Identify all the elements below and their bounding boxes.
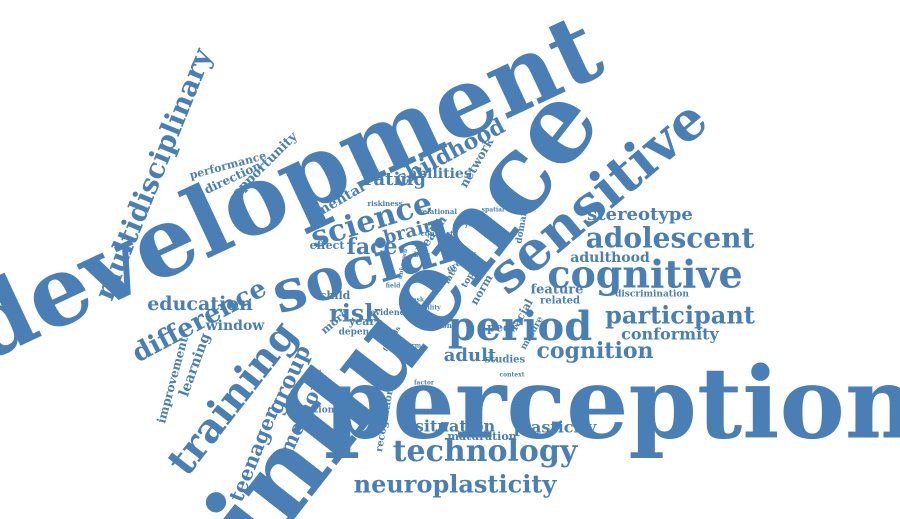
word-plasticity: plasticity <box>514 418 597 437</box>
word-face: face <box>346 234 397 260</box>
word-contrast: contrast <box>421 229 454 238</box>
word-neuroplasticity: neuroplasticity <box>354 470 558 499</box>
word-feature: feature <box>531 283 584 298</box>
word-adolescent: adolescent <box>586 222 755 255</box>
word-related: related <box>540 296 580 307</box>
word-technology: technology <box>393 434 579 469</box>
word-rating: rating <box>364 169 426 190</box>
word-discrimination: discrimination <box>615 290 689 300</box>
word-context: context <box>500 372 525 379</box>
word-conformity: conformity <box>621 325 719 344</box>
word-cognitive: cognitive <box>547 252 742 297</box>
word-adult: adult <box>444 345 497 366</box>
word-relationship: relationship <box>294 406 355 416</box>
word-opinion: opinion <box>422 321 452 330</box>
word-spatial: spatial <box>482 207 505 214</box>
word-effect: effect <box>310 239 346 252</box>
word-year: year <box>348 315 376 328</box>
word-perception: perception <box>324 346 900 461</box>
word-period: period <box>448 303 592 350</box>
word-cognition: cognition <box>537 338 654 364</box>
word-maturation: maturation <box>447 430 516 443</box>
word-peer: peer <box>487 321 518 335</box>
word-ability: ability <box>419 305 441 312</box>
word-adulthood: adulthood <box>570 250 650 266</box>
word-bias: bias <box>414 250 430 259</box>
word-depend: depend <box>339 328 377 338</box>
word-window: window <box>205 318 266 334</box>
word-task: task <box>410 297 425 304</box>
word-risk: risk <box>329 299 382 328</box>
word-riskiness: riskiness <box>367 199 402 208</box>
word-abilities: abilities <box>408 166 472 182</box>
word-field: field <box>386 283 401 290</box>
word-relational: relational <box>419 207 458 216</box>
word-education: education <box>147 293 253 315</box>
word-situation: situation <box>415 417 496 436</box>
word-studies: studies <box>485 355 526 366</box>
word-young: young <box>464 222 486 229</box>
word-child: child <box>320 289 351 302</box>
word-form: form <box>405 343 422 350</box>
word-factor: factor <box>414 380 435 387</box>
word-participant: participant <box>605 301 755 330</box>
word-evidence: evidence <box>370 307 409 317</box>
word-stereotype: stereotype <box>587 204 693 225</box>
